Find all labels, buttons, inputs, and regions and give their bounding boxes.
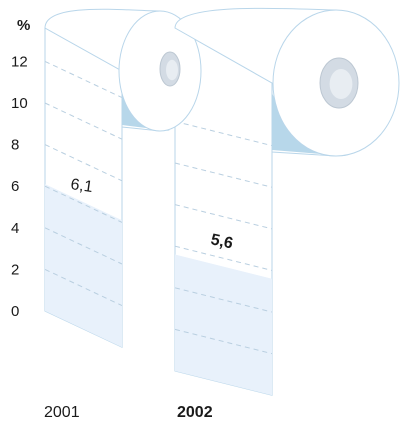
data-label-2001: 6,1: [69, 176, 93, 196]
roll-shadow-2001: [122, 81, 170, 131]
category-labels: 2001 2002: [44, 404, 213, 421]
gridline-2002-6: [174, 245, 273, 271]
gridline-2002-12: [174, 120, 273, 147]
gridline-2002-4: [174, 287, 273, 313]
y-tick-label: 10: [11, 95, 28, 112]
roll-shadow-2002: [272, 93, 346, 156]
roll-tops: [44, 7, 400, 157]
gridline-2002-10: [174, 162, 273, 188]
data-labels: 6,1 5,6: [69, 176, 234, 252]
y-axis-ticks: 0 2 4 6 8 10 12: [11, 53, 28, 320]
y-tick-label: 6: [11, 178, 19, 195]
roll-core-inner-2002: [329, 69, 353, 99]
bar-fills: [45, 184, 272, 396]
gridlines: [44, 60, 273, 355]
gridline-2002-8: [174, 204, 273, 230]
bar-2002: [175, 254, 272, 396]
y-tick-label: 12: [11, 53, 28, 70]
gridline-2002-2: [174, 328, 273, 355]
y-tick-label: 2: [11, 261, 19, 278]
category-label-2002: 2002: [177, 404, 213, 421]
y-tick-label: 0: [11, 303, 19, 320]
data-label-2002: 5,6: [209, 231, 234, 252]
bar-2001: [45, 184, 122, 348]
category-label-2001: 2001: [44, 404, 80, 421]
y-tick-label: 4: [11, 220, 19, 237]
y-axis-unit: %: [17, 17, 30, 34]
y-tick-label: 8: [11, 137, 19, 154]
roll-core-inner-2001: [166, 59, 178, 81]
